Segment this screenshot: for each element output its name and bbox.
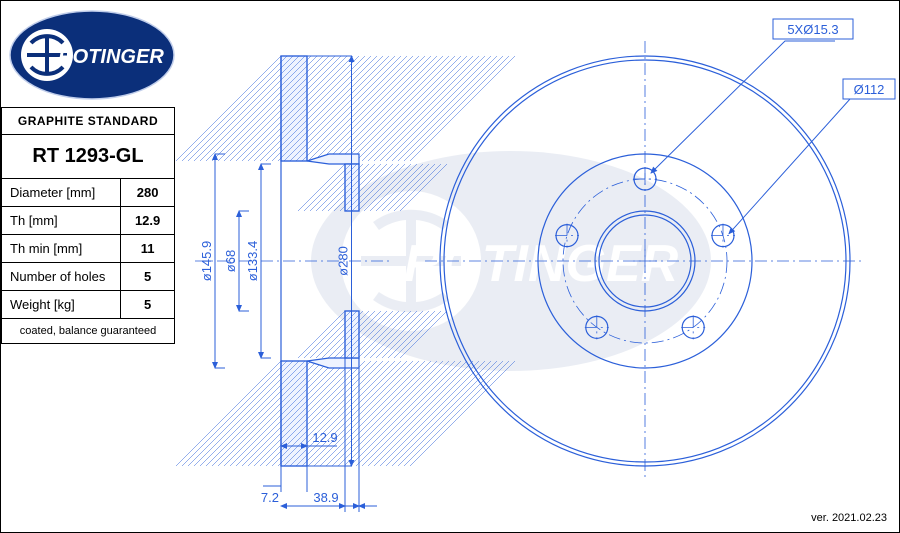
version-label: ver. 2021.02.23: [811, 512, 887, 524]
table-row: Number of holes5: [2, 263, 175, 291]
spec-header: GRAPHITE STANDARD: [2, 108, 175, 135]
spec-label: Diameter [mm]: [2, 179, 121, 207]
table-row: Th [mm]12.9: [2, 207, 175, 235]
brand-text: ROTINGER: [58, 46, 164, 68]
part-number: RT 1293-GL: [2, 135, 175, 179]
svg-text:ø145.9: ø145.9: [199, 241, 214, 281]
table-row: Diameter [mm]280: [2, 179, 175, 207]
svg-text:ø280: ø280: [336, 246, 351, 276]
spec-footer: coated, balance guaranteed: [2, 319, 175, 344]
spec-value: 280: [121, 179, 175, 207]
svg-text:5XØ15.3: 5XØ15.3: [787, 22, 838, 37]
table-row: Weight [kg]5: [2, 291, 175, 319]
spec-value: 5: [121, 291, 175, 319]
table-row: Th min [mm]11: [2, 235, 175, 263]
front-view: 5XØ15.3 Ø112: [425, 19, 895, 481]
spec-label: Weight [kg]: [2, 291, 121, 319]
svg-text:Ø112: Ø112: [854, 82, 885, 97]
svg-text:12.9: 12.9: [312, 430, 337, 445]
spec-label: Th min [mm]: [2, 235, 121, 263]
brand-logo: ROTINGER ®: [9, 9, 175, 101]
spec-value: 11: [121, 235, 175, 263]
svg-text:7.2: 7.2: [261, 490, 279, 505]
spec-value: 12.9: [121, 207, 175, 235]
spec-table: GRAPHITE STANDARD RT 1293-GL Diameter [m…: [1, 107, 175, 344]
svg-text:ø68: ø68: [223, 250, 238, 272]
registered-mark: ®: [164, 22, 172, 34]
spec-value: 5: [121, 263, 175, 291]
svg-text:38.9: 38.9: [313, 490, 338, 505]
technical-drawing: ø145.9 ø68 ø133.4 ø280 12.9 7.2 38.9 5XØ15.3 Ø1…: [175, 1, 900, 533]
spec-label: Number of holes: [2, 263, 121, 291]
svg-text:ø133.4: ø133.4: [245, 241, 260, 281]
section-view: ø145.9 ø68 ø133.4 ø280 12.9 7.2 38.9: [176, 56, 515, 512]
spec-label: Th [mm]: [2, 207, 121, 235]
